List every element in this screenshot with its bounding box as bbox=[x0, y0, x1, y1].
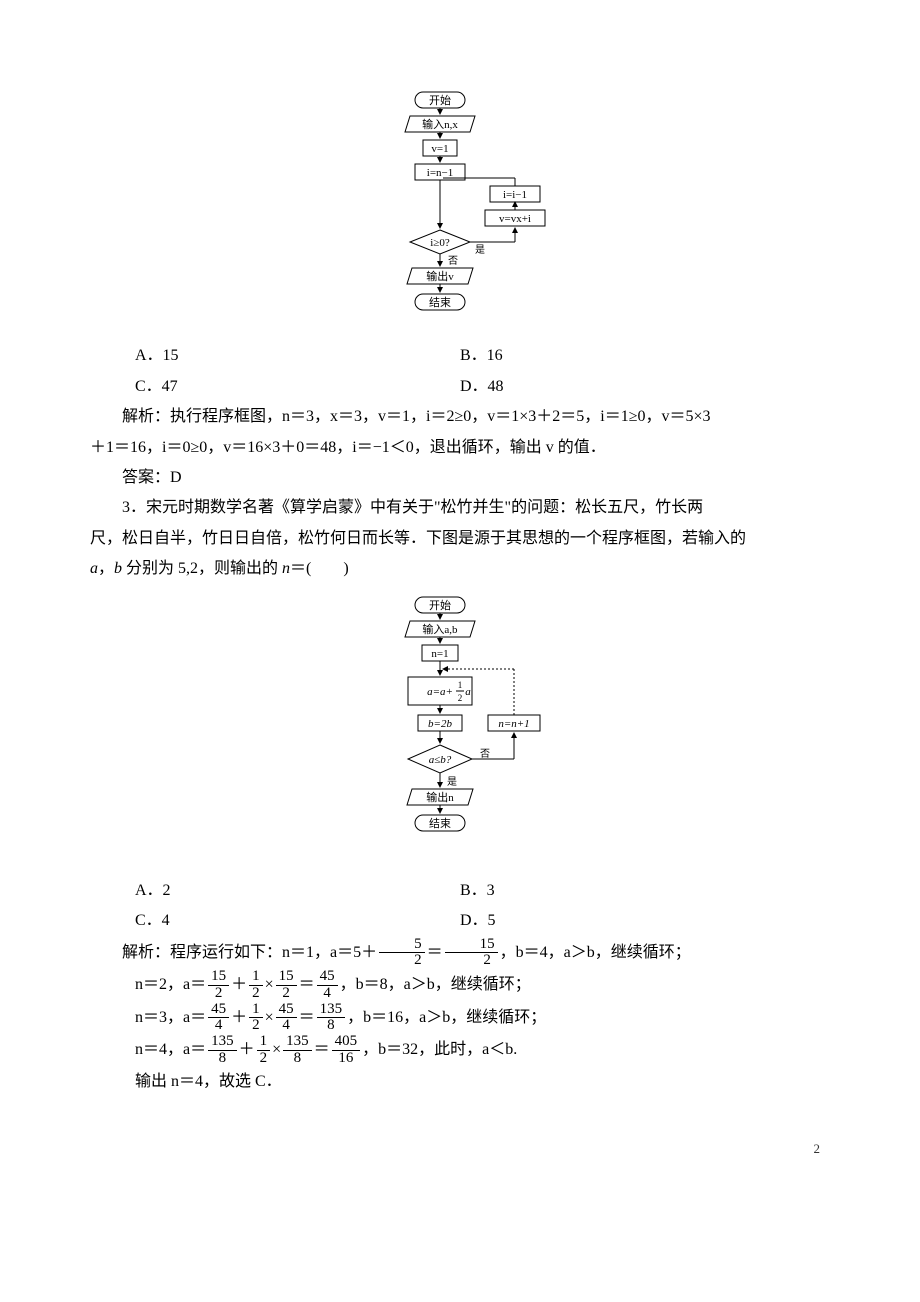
q3-opt-a: A．2 bbox=[90, 876, 460, 906]
fc1-yes: 是 bbox=[475, 244, 485, 256]
q3-stem-2: 尺，松日自半，竹日日自倍，松竹何日而长等．下图是源于其思想的一个程序框图，若输入… bbox=[90, 524, 830, 554]
q2-options: A．15 B．16 C．47 D．48 bbox=[90, 341, 830, 402]
fc2-cond: a≤b? bbox=[429, 754, 452, 766]
q2-opt-c: C．47 bbox=[90, 372, 460, 402]
fc2-aa: a=a+ bbox=[427, 686, 453, 698]
flowchart-2: 开始 输入a,b n=1 a=a+ 1 2 a b=2b n=n+1 a≤b? … bbox=[90, 595, 830, 866]
fc1-in1: i=n−1 bbox=[427, 167, 453, 179]
sol-l1-post: ，b＝4，a＞b，继续循环； bbox=[500, 944, 691, 961]
fc1-output: 输出v bbox=[426, 269, 454, 283]
fc1-vvi: v=vx+i bbox=[499, 213, 531, 225]
fc2-output: 输出n bbox=[426, 790, 454, 804]
svg-text:2: 2 bbox=[458, 693, 463, 703]
analysis-label: 解析： bbox=[122, 408, 170, 425]
fc2-start: 开始 bbox=[429, 598, 451, 612]
flowchart-2-svg: 开始 输入a,b n=1 a=a+ 1 2 a b=2b n=n+1 a≤b? … bbox=[360, 595, 560, 855]
fc2-n1: n=1 bbox=[431, 648, 448, 660]
fc2-end: 结束 bbox=[429, 817, 451, 830]
fc2-no: 否 bbox=[480, 748, 490, 760]
svg-text:a: a bbox=[465, 686, 471, 698]
q2-analysis-l1: 执行程序框图，n＝3，x＝3，v＝1，i＝2≥0，v＝1×3＋2＝5，i＝1≥0… bbox=[170, 408, 711, 425]
q3-sol-l1: 解析：程序运行如下：n＝1，a＝5＋52＝152，b＝4，a＞b，继续循环； bbox=[90, 937, 830, 970]
fc2-input: 输入a,b bbox=[422, 622, 458, 636]
sol-label: 解析： bbox=[122, 944, 170, 961]
fc2-nn: n=n+1 bbox=[498, 718, 529, 730]
fc1-ii1: i=i−1 bbox=[503, 189, 527, 201]
svg-text:1: 1 bbox=[458, 680, 463, 690]
q3-stem-3: a，b 分别为 5,2，则输出的 n＝( ) bbox=[90, 554, 830, 584]
q2-opt-a: A．15 bbox=[90, 341, 460, 371]
fc1-end: 结束 bbox=[429, 296, 451, 309]
q3-options: A．2 B．3 C．4 D．5 bbox=[90, 876, 830, 937]
q3-opt-d: D．5 bbox=[460, 906, 830, 936]
fc1-no: 否 bbox=[448, 255, 458, 267]
fc2-bb: b=2b bbox=[428, 718, 452, 730]
q2-opt-b: B．16 bbox=[460, 341, 830, 371]
fc1-cond: i≥0? bbox=[430, 237, 450, 249]
q3-sol-l2: n＝2，a＝152＋12×152＝454，b＝8，a＞b，继续循环； bbox=[90, 969, 830, 1002]
fc1-input: 输入n,x bbox=[422, 117, 458, 131]
fc1-v1: v=1 bbox=[431, 143, 448, 155]
page-number: 2 bbox=[90, 1137, 830, 1162]
q2-analysis-2: ＋1＝16，i＝0≥0，v＝16×3＋0＝48，i＝−1＜0，退出循环，输出 v… bbox=[90, 433, 830, 463]
sol-l1-pre: 程序运行如下：n＝1，a＝5＋ bbox=[170, 944, 377, 961]
q2-answer: 答案：D bbox=[90, 463, 830, 493]
q3-opt-c: C．4 bbox=[90, 906, 460, 936]
q2-opt-d: D．48 bbox=[460, 372, 830, 402]
flowchart-1-svg: 开始 输入n,x v=1 i=n−1 i=i−1 v=vx+i i≥0? 是 否 bbox=[360, 90, 560, 320]
flowchart-1: 开始 输入n,x v=1 i=n−1 i=i−1 v=vx+i i≥0? 是 否 bbox=[90, 90, 830, 331]
q3-sol-l3: n＝3，a＝454＋12×454＝1358，b＝16，a＞b，继续循环； bbox=[90, 1002, 830, 1035]
q2-analysis-1: 解析：执行程序框图，n＝3，x＝3，v＝1，i＝2≥0，v＝1×3＋2＝5，i＝… bbox=[90, 402, 830, 432]
q3-stem-1: 3．宋元时期数学名著《算学启蒙》中有关于"松竹并生"的问题：松长五尺，竹长两 bbox=[90, 493, 830, 523]
fc1-start: 开始 bbox=[429, 93, 451, 107]
q3-sol-l4: n＝4，a＝1358＋12×1358＝40516，b＝32，此时，a＜b. bbox=[90, 1034, 830, 1067]
q3-sol-l5: 输出 n＝4，故选 C． bbox=[90, 1067, 830, 1097]
fc2-yes: 是 bbox=[447, 776, 457, 788]
q3-opt-b: B．3 bbox=[460, 876, 830, 906]
